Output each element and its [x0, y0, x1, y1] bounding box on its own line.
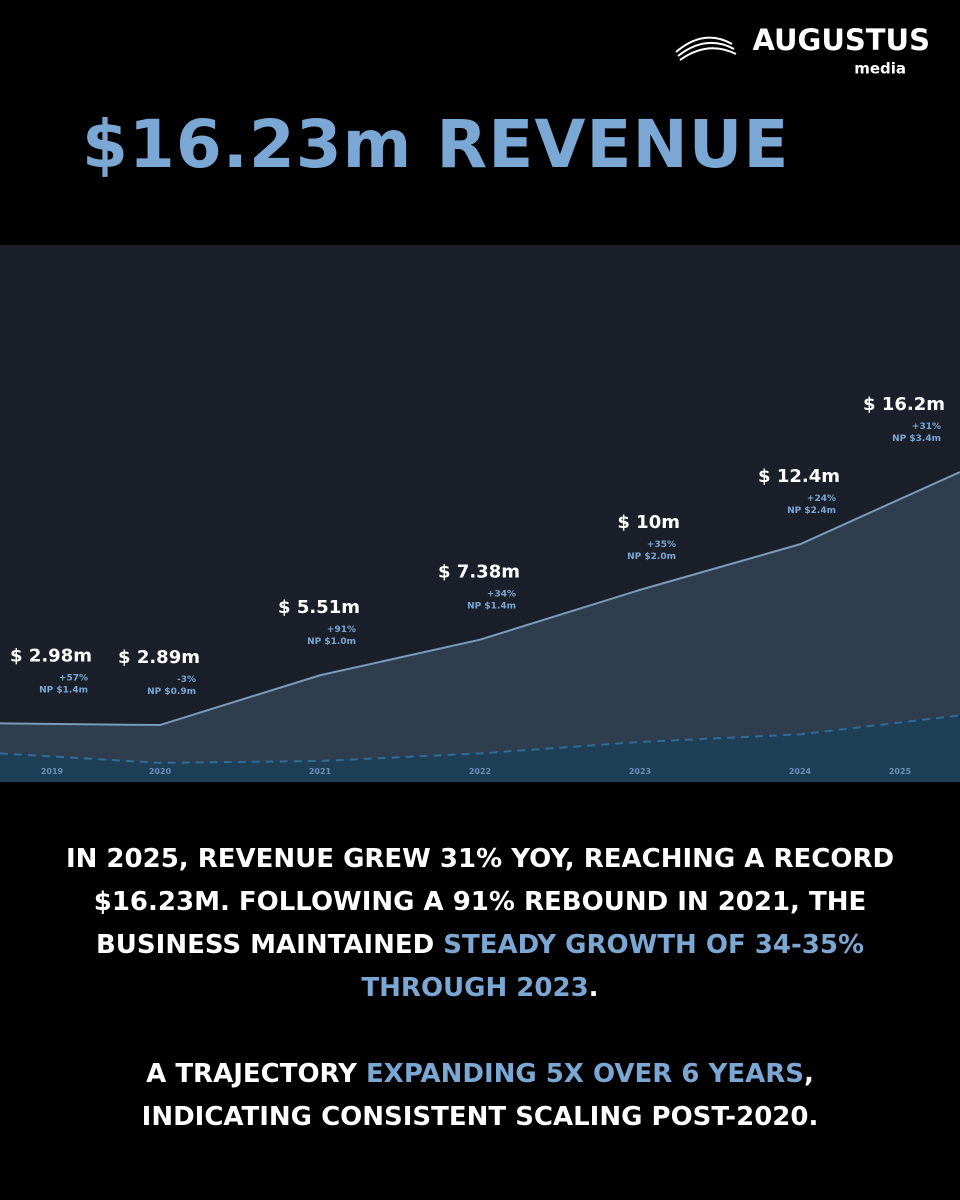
- highlight-text: EXPANDING 5X OVER 6 YEARS: [366, 1059, 804, 1089]
- value-label: $ 5.51m: [278, 597, 360, 618]
- area-fill: [0, 715, 960, 782]
- x-tick-label: 2019: [41, 767, 64, 776]
- growth-label: +24%: [807, 494, 836, 504]
- growth-label: +57%: [59, 673, 88, 683]
- chart: $ 2.98m +57% NP $1.4m $ 2.89m -3% NP $0.9m $ 5…: [0, 245, 960, 782]
- np-label: NP $2.4m: [787, 506, 836, 516]
- value-label: $ 16.2m: [863, 394, 945, 415]
- growth-label: -3%: [177, 675, 196, 685]
- body-text: IN 2025, REVENUE GREW 31% YOY, REACHING …: [60, 838, 900, 1182]
- area-fill: [0, 472, 960, 782]
- headline: $16.23m REVENUE: [82, 106, 790, 183]
- x-tick-label: 2025: [889, 767, 912, 776]
- text: A TRAJECTORY: [146, 1059, 367, 1089]
- logo: AUGUSTUS media: [675, 24, 930, 78]
- text: .: [588, 973, 599, 1003]
- logo-icon: [675, 36, 737, 61]
- highlight-text: STEADY GROWTH OF 34-35% THROUGH 2023: [361, 930, 864, 1003]
- growth-label: +34%: [487, 590, 516, 600]
- growth-label: +35%: [647, 540, 676, 550]
- line: [0, 471, 960, 727]
- np-label: NP $1.0m: [307, 637, 356, 647]
- np-label: NP $1.4m: [39, 685, 88, 695]
- x-tick-label: 2021: [309, 767, 332, 776]
- x-tick-label: 2024: [789, 767, 812, 776]
- paragraph: IN 2025, REVENUE GREW 31% YOY, REACHING …: [60, 838, 900, 1010]
- text: IN 2025, REVENUE GREW 31% YOY, REACHING …: [65, 844, 895, 960]
- line: [0, 714, 960, 764]
- brand-name: AUGUSTUS: [752, 24, 930, 57]
- x-tick-label: 2022: [469, 767, 491, 776]
- paragraph: A TRAJECTORY EXPANDING 5X OVER 6 YEARS, …: [60, 1053, 900, 1139]
- growth-label: +31%: [912, 422, 941, 432]
- value-label: $ 2.98m: [10, 645, 92, 666]
- value-label: $ 10m: [617, 512, 680, 533]
- np-label: NP $3.4m: [892, 434, 941, 444]
- np-label: NP $2.0m: [627, 552, 676, 562]
- brand-sub: media: [854, 60, 906, 78]
- np-label: NP $1.4m: [467, 602, 516, 612]
- value-label: $ 2.89m: [118, 647, 200, 668]
- value-label: $ 7.38m: [438, 562, 520, 583]
- growth-label: +91%: [327, 625, 356, 635]
- x-tick-label: 2020: [149, 767, 172, 776]
- value-label: $ 12.4m: [758, 466, 840, 487]
- text: , INDICATING CONSISTENT SCALING POST-202…: [141, 1059, 819, 1132]
- x-tick-label: 2023: [629, 767, 651, 776]
- np-label: NP $0.9m: [147, 687, 196, 697]
